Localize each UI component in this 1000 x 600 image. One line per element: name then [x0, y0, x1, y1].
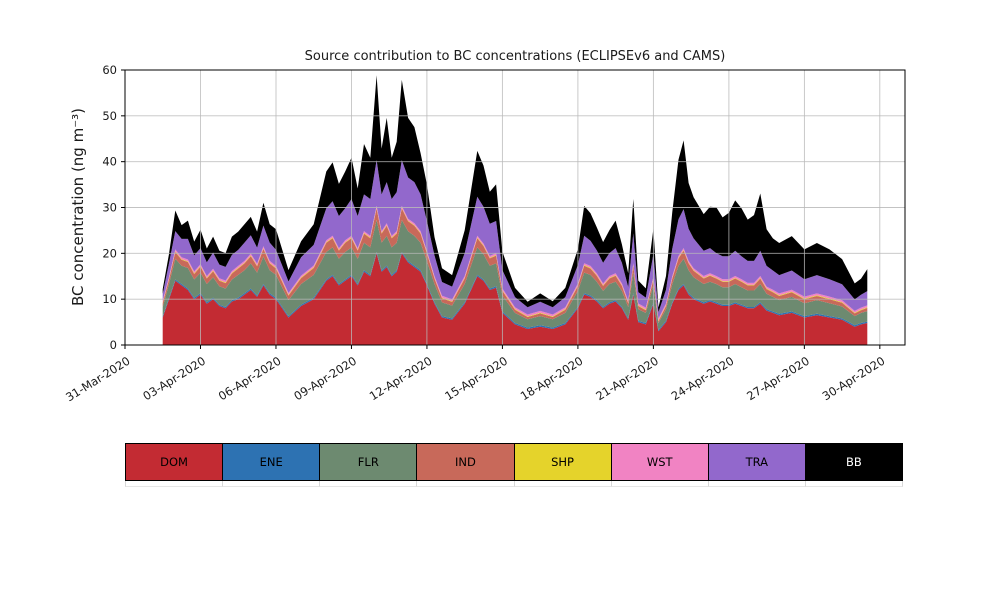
x-tick-label: 09-Apr-2020: [291, 354, 359, 404]
legend-label: WST: [646, 455, 673, 469]
legend: DOM ENE FLR IND SHP WST TRA BB: [125, 443, 903, 487]
legend-subcell: [804, 481, 903, 487]
legend-subcell: [125, 481, 224, 487]
legend-subcell: [513, 481, 612, 487]
legend-label: BB: [846, 455, 862, 469]
legend-label: ENE: [259, 455, 283, 469]
y-tick-label: 0: [110, 338, 117, 352]
x-tick-label: 21-Apr-2020: [593, 354, 661, 404]
legend-label: IND: [455, 455, 476, 469]
legend-row: DOM ENE FLR IND SHP WST TRA BB: [125, 443, 903, 481]
legend-item-bb: BB: [804, 443, 903, 481]
x-tick-label: 27-Apr-2020: [744, 354, 812, 404]
legend-subrow: [125, 481, 903, 487]
legend-item-flr: FLR: [319, 443, 418, 481]
x-tick-label: 12-Apr-2020: [367, 354, 435, 404]
x-tick-label: 31-Mar-2020: [63, 354, 132, 405]
y-tick-label: 60: [102, 63, 117, 77]
y-axis-label: BC concentration (ng m⁻³): [69, 108, 87, 306]
stacked-areas: [162, 75, 868, 345]
grid-lines: [124, 69, 905, 346]
legend-item-ind: IND: [416, 443, 515, 481]
legend-label: FLR: [357, 455, 379, 469]
legend-label: TRA: [745, 455, 769, 469]
legend-label: DOM: [160, 455, 188, 469]
y-tick-label: 40: [102, 155, 117, 169]
x-tick-label: 06-Apr-2020: [216, 354, 284, 404]
chart-title: Source contribution to BC concentrations…: [305, 49, 726, 64]
legend-item-tra: TRA: [707, 443, 806, 481]
legend-subcell: [222, 481, 321, 487]
legend-item-dom: DOM: [125, 443, 224, 481]
legend-subcell: [610, 481, 709, 487]
legend-item-shp: SHP: [513, 443, 612, 481]
x-tick-label: 15-Apr-2020: [442, 354, 510, 404]
legend-subcell: [416, 481, 515, 487]
legend-label: SHP: [551, 455, 574, 469]
legend-item-wst: WST: [610, 443, 709, 481]
area-dom: [162, 253, 868, 345]
legend-subcell: [319, 481, 418, 487]
bc-stacked-area-chart: Source contribution to BC concentrations…: [63, 49, 906, 405]
x-tick-label: 24-Apr-2020: [669, 354, 737, 404]
y-tick-label: 10: [102, 292, 117, 306]
y-tick-label: 20: [102, 246, 117, 260]
x-tick-label: 18-Apr-2020: [518, 354, 586, 404]
x-tick-label: 30-Apr-2020: [820, 354, 888, 404]
y-tick-label: 30: [102, 201, 117, 215]
y-tick-label: 50: [102, 109, 117, 123]
legend-subcell: [707, 481, 806, 487]
x-tick-label: 03-Apr-2020: [140, 354, 208, 404]
legend-item-ene: ENE: [222, 443, 321, 481]
